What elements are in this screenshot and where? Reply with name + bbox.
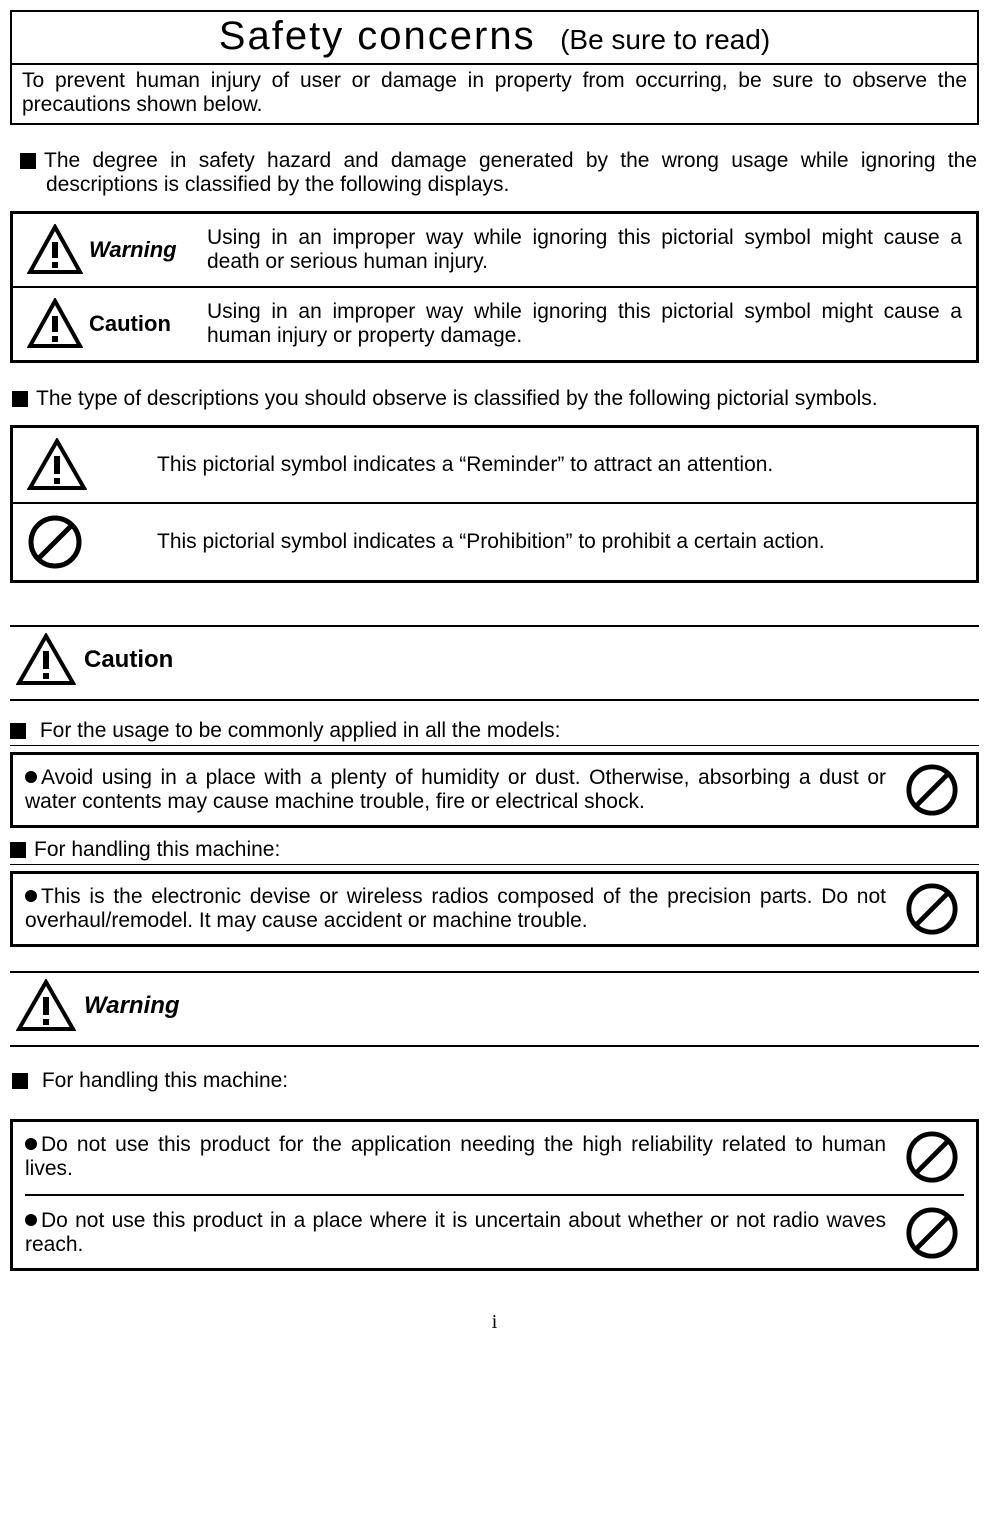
page-number: i	[10, 1311, 979, 1334]
prohibition-symbol	[900, 1130, 964, 1184]
warning-subhead: For handling this machine:	[10, 1069, 979, 1093]
legend-intro-text: The type of descriptions you should obse…	[36, 387, 878, 410]
caution-item-box-2: This is the electronic devise or wireles…	[10, 871, 979, 947]
caution-item-box-1: Avoid using in a place with a plenty of …	[10, 752, 979, 828]
prohibition-icon	[905, 1130, 959, 1184]
caution-subhead-2: For handling this machine:	[10, 838, 979, 865]
legend-intro: The type of descriptions you should obse…	[10, 387, 979, 411]
symbol-cell: Warning	[27, 224, 207, 276]
warning-item-box: Do not use this product for the applicat…	[10, 1119, 979, 1271]
item-text: Do not use this product in a place where…	[25, 1209, 886, 1257]
warning-heading: Warning	[84, 992, 180, 1020]
caution-label: Caution	[89, 311, 171, 337]
table-row: This pictorial symbol indicates a “Remin…	[13, 428, 976, 502]
prohibition-icon	[905, 882, 959, 936]
square-bullet-icon	[12, 1073, 28, 1089]
legend-table: This pictorial symbol indicates a “Remin…	[10, 425, 979, 583]
title-intro: To prevent human injury of user or damag…	[12, 63, 977, 123]
prohibition-icon	[27, 514, 83, 570]
prohibition-symbol	[900, 763, 964, 817]
caution-subhead-1: For the usage to be commonly applied in …	[10, 719, 979, 746]
item-content: This is the electronic devise or wireles…	[25, 885, 886, 932]
warning-desc: Using in an improper way while ignoring …	[207, 226, 962, 274]
item-content: Avoid using in a place with a plenty of …	[25, 766, 886, 813]
prohibition-icon	[905, 763, 959, 817]
caution-triangle-icon	[27, 298, 83, 350]
warning-triangle-icon	[27, 224, 83, 276]
dot-bullet-icon	[25, 771, 37, 783]
page: Safety concerns (Be sure to read) To pre…	[0, 0, 989, 1374]
reminder-desc: This pictorial symbol indicates a “Remin…	[157, 453, 962, 477]
square-bullet-icon	[20, 153, 36, 169]
dot-bullet-icon	[25, 1214, 37, 1226]
symbol-cell	[27, 514, 157, 570]
subhead-text: For the usage to be commonly applied in …	[40, 719, 561, 742]
item-text: This is the electronic devise or wireles…	[25, 885, 886, 933]
section-rule	[10, 699, 979, 701]
item-text: Avoid using in a place with a plenty of …	[25, 766, 886, 814]
prohibition-symbol	[900, 1206, 964, 1260]
square-bullet-icon	[10, 723, 26, 739]
table-row: Warning Using in an improper way while i…	[13, 214, 976, 286]
table-row: This pictorial symbol indicates a “Prohi…	[13, 502, 976, 580]
title-main: Safety concerns	[219, 14, 536, 58]
dot-bullet-icon	[25, 890, 37, 902]
table-row: Caution Using in an improper way while i…	[13, 286, 976, 360]
caution-triangle-icon	[16, 633, 76, 687]
reminder-triangle-icon	[27, 438, 87, 492]
warning-label: Warning	[89, 237, 177, 263]
caution-section-head: Caution	[10, 627, 979, 693]
prohibition-icon	[905, 1206, 959, 1260]
square-bullet-icon	[12, 391, 28, 407]
subhead-text: For handling this machine:	[34, 838, 280, 861]
warning-triangle-icon	[16, 979, 76, 1033]
prohibition-symbol	[900, 882, 964, 936]
subhead-text: For handling this machine:	[42, 1069, 288, 1092]
prohibition-desc: This pictorial symbol indicates a “Prohi…	[157, 530, 962, 554]
list-item: Do not use this product in a place where…	[25, 1194, 964, 1260]
symbol-cell: Caution	[27, 298, 207, 350]
intro-paragraph: The degree in safety hazard and damage g…	[10, 149, 979, 197]
symbol-cell	[27, 438, 157, 492]
item-text: Do not use this product for the applicat…	[25, 1133, 886, 1181]
warning-section-head: Warning	[10, 973, 979, 1039]
list-item: This is the electronic devise or wireles…	[25, 882, 964, 936]
square-bullet-icon	[10, 842, 26, 858]
title-row: Safety concerns (Be sure to read)	[12, 12, 977, 63]
list-item: Do not use this product for the applicat…	[25, 1130, 964, 1184]
intro-text: The degree in safety hazard and damage g…	[44, 149, 977, 196]
title-box: Safety concerns (Be sure to read) To pre…	[10, 10, 979, 125]
symbol-definition-table: Warning Using in an improper way while i…	[10, 211, 979, 363]
caution-desc: Using in an improper way while ignoring …	[207, 300, 962, 348]
item-content: Do not use this product for the applicat…	[25, 1133, 886, 1180]
caution-heading: Caution	[84, 646, 173, 674]
item-content: Do not use this product in a place where…	[25, 1209, 886, 1256]
list-item: Avoid using in a place with a plenty of …	[25, 763, 964, 817]
title-sub: (Be sure to read)	[560, 24, 770, 55]
dot-bullet-icon	[25, 1138, 37, 1150]
